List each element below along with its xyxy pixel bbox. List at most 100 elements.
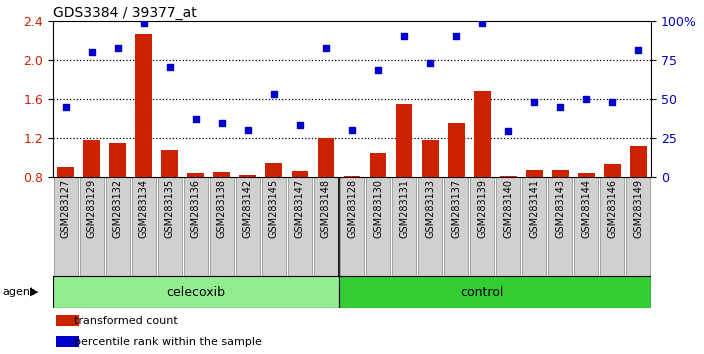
FancyBboxPatch shape — [470, 177, 494, 276]
Text: GSM283146: GSM283146 — [607, 179, 617, 238]
Text: GSM283127: GSM283127 — [61, 179, 71, 238]
FancyBboxPatch shape — [574, 177, 598, 276]
FancyBboxPatch shape — [601, 177, 624, 276]
Bar — [604, 164, 621, 177]
FancyBboxPatch shape — [158, 177, 182, 276]
Bar — [83, 140, 100, 177]
Bar — [448, 124, 465, 177]
FancyBboxPatch shape — [236, 177, 260, 276]
Text: GSM283137: GSM283137 — [451, 179, 461, 238]
Text: transformed count: transformed count — [74, 316, 177, 326]
Text: GSM283143: GSM283143 — [555, 179, 565, 238]
Bar — [318, 138, 334, 177]
Bar — [422, 140, 439, 177]
FancyBboxPatch shape — [314, 177, 338, 276]
Text: GSM283128: GSM283128 — [347, 179, 357, 238]
Bar — [213, 172, 230, 177]
Point — [60, 104, 71, 110]
Bar — [396, 104, 413, 177]
Text: control: control — [460, 286, 504, 298]
Text: GSM283132: GSM283132 — [113, 179, 122, 238]
FancyBboxPatch shape — [444, 177, 468, 276]
Text: GSM283142: GSM283142 — [243, 179, 253, 238]
Bar — [56, 336, 79, 347]
Text: GSM283134: GSM283134 — [139, 179, 149, 238]
Point — [581, 96, 592, 102]
FancyBboxPatch shape — [627, 177, 650, 276]
Bar — [474, 91, 491, 177]
FancyBboxPatch shape — [366, 177, 390, 276]
Text: GSM283147: GSM283147 — [295, 179, 305, 238]
FancyBboxPatch shape — [340, 177, 364, 276]
Text: GSM283131: GSM283131 — [399, 179, 409, 238]
Bar — [57, 167, 74, 177]
Bar — [187, 173, 204, 177]
Point — [346, 127, 358, 133]
Text: agent: agent — [2, 287, 34, 297]
Point — [268, 91, 279, 97]
Bar — [291, 171, 308, 177]
Point — [190, 116, 201, 121]
FancyBboxPatch shape — [418, 177, 442, 276]
FancyBboxPatch shape — [548, 177, 572, 276]
FancyBboxPatch shape — [132, 177, 156, 276]
Bar — [109, 143, 126, 177]
Text: GSM283141: GSM283141 — [529, 179, 539, 238]
FancyBboxPatch shape — [496, 177, 520, 276]
Point — [633, 47, 644, 53]
Text: percentile rank within the sample: percentile rank within the sample — [74, 337, 262, 347]
Point — [294, 122, 306, 128]
FancyBboxPatch shape — [106, 177, 130, 276]
FancyBboxPatch shape — [80, 177, 103, 276]
Bar — [500, 176, 517, 177]
Point — [216, 121, 227, 126]
Point — [503, 129, 514, 134]
Text: GSM283138: GSM283138 — [217, 179, 227, 238]
FancyBboxPatch shape — [288, 177, 312, 276]
Point — [242, 127, 253, 133]
Text: GSM283139: GSM283139 — [477, 179, 487, 238]
Point — [477, 20, 488, 26]
Bar — [265, 164, 282, 177]
FancyBboxPatch shape — [210, 177, 234, 276]
Point — [398, 33, 410, 39]
Point — [529, 99, 540, 105]
Text: GSM283129: GSM283129 — [87, 179, 97, 238]
Point — [451, 33, 462, 39]
FancyBboxPatch shape — [522, 177, 546, 276]
Point — [425, 60, 436, 66]
Bar — [239, 175, 256, 177]
Bar — [135, 34, 152, 177]
FancyBboxPatch shape — [392, 177, 416, 276]
Point — [138, 20, 149, 26]
Point — [112, 46, 123, 51]
Text: GDS3384 / 39377_at: GDS3384 / 39377_at — [53, 6, 196, 20]
Bar — [630, 146, 647, 177]
Text: ▶: ▶ — [30, 287, 38, 297]
FancyBboxPatch shape — [262, 177, 286, 276]
Bar — [56, 315, 79, 326]
Bar — [578, 173, 595, 177]
Text: celecoxib: celecoxib — [166, 286, 225, 298]
Text: GSM283133: GSM283133 — [425, 179, 435, 238]
Bar — [161, 150, 178, 177]
FancyBboxPatch shape — [53, 276, 339, 308]
FancyBboxPatch shape — [54, 177, 77, 276]
Bar — [344, 176, 360, 177]
Point — [320, 45, 332, 50]
Text: GSM283136: GSM283136 — [191, 179, 201, 238]
Point — [164, 64, 175, 70]
Bar — [552, 170, 569, 177]
Point — [372, 67, 384, 73]
Text: GSM283145: GSM283145 — [269, 179, 279, 238]
Text: GSM283148: GSM283148 — [321, 179, 331, 238]
Point — [607, 99, 618, 105]
FancyBboxPatch shape — [184, 177, 208, 276]
Text: GSM283144: GSM283144 — [582, 179, 591, 238]
Point — [555, 104, 566, 110]
FancyBboxPatch shape — [339, 276, 651, 308]
Point — [86, 50, 97, 55]
Text: GSM283140: GSM283140 — [503, 179, 513, 238]
Text: GSM283130: GSM283130 — [373, 179, 383, 238]
Bar — [526, 170, 543, 177]
